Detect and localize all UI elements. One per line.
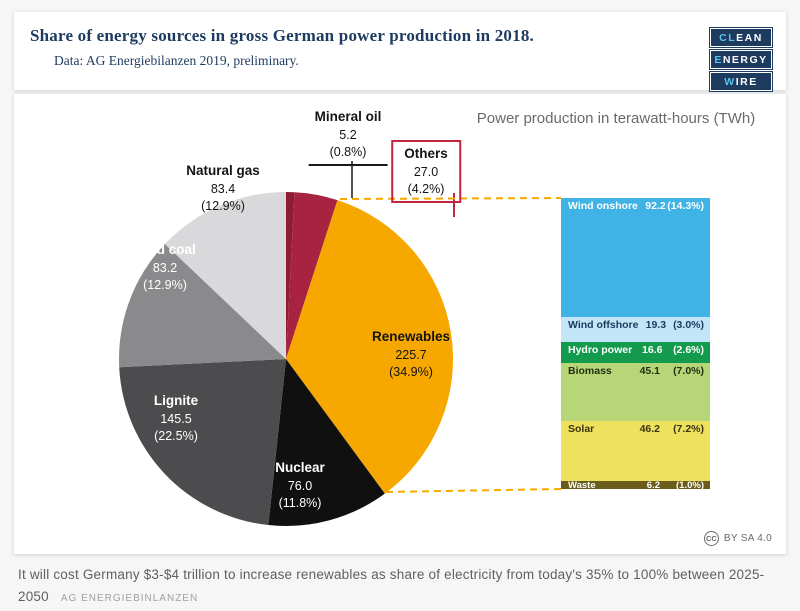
cc-icon: CC	[703, 531, 719, 546]
unit-label: Power production in terawatt-hours (TWh)	[476, 110, 756, 127]
clew-logo: CLEAN ENERGY WIRE	[709, 27, 773, 92]
logo-text: E	[714, 53, 723, 66]
slice-value: 145.5	[160, 411, 192, 426]
bar-segment-label: Solar 46.2 (7.2%)	[561, 421, 710, 436]
bar-segment-wind-onshore: Wind onshore 92.2 (14.3%)	[561, 198, 710, 317]
pie-slice-lignite	[119, 359, 287, 526]
chart-card: Power production in terawatt-hours (TWh)…	[14, 94, 786, 554]
pie-slice-mineral-oil	[286, 191, 295, 359]
seg-name: Wind onshore	[568, 200, 638, 212]
seg-val: 46.2	[639, 423, 660, 436]
bar-segment-label: Wind offshore 19.3 (3.0%)	[561, 317, 710, 332]
pie-slice-others	[286, 192, 338, 359]
seg-pct: (7.2%)	[673, 423, 704, 436]
logo-text: W	[724, 75, 736, 88]
slice-percent: (11.8%)	[278, 495, 322, 510]
logo-line-energy: ENERGY	[709, 49, 773, 70]
slice-name: Nuclear	[275, 460, 325, 475]
seg-name: Wind offshore	[568, 318, 639, 331]
slice-percent: (12.9%)	[143, 277, 187, 292]
pie-label-nuclear: Nuclear 76.0 (11.8%)	[275, 459, 325, 512]
caption-source: AG ENERGIEBINLANZEN	[60, 592, 199, 604]
slice-name: Hard coal	[134, 242, 196, 257]
slice-percent: (12.9%)	[201, 198, 245, 213]
page-subtitle: Data: AG Energiebilanzen 2019, prelimina…	[54, 53, 299, 68]
seg-val: 6.2	[646, 479, 660, 491]
slice-name: Others	[404, 146, 448, 161]
slice-name: Natural gas	[186, 163, 260, 178]
pie-label-natural-gas: Natural gas 83.4 (12.9%)	[186, 162, 260, 215]
logo-text: NERGY	[722, 53, 768, 66]
pie-label-mineral-oil: Mineral oil 5.2 (0.8%)	[308, 108, 388, 167]
caption-text: It will cost Germany $3-$4 trillion to i…	[18, 567, 765, 604]
pie-chart	[119, 161, 562, 526]
seg-name: Hydro power	[568, 343, 633, 356]
license-badge: CC BY SA 4.0	[703, 531, 772, 546]
slice-percent: (4.2%)	[407, 181, 445, 196]
pie-label-others: Others 27.0 (4.2%)	[391, 140, 461, 204]
bar-segment-label: Biomass 45.1 (7.0%)	[561, 363, 710, 378]
slice-name: Lignite	[153, 393, 199, 408]
license-text: BY SA 4.0	[723, 533, 772, 544]
bar-segment-solar: Solar 46.2 (7.2%)	[561, 421, 710, 481]
bar-segment-label: Hydro power 16.6 (2.6%)	[561, 342, 710, 357]
slice-percent: (0.8%)	[329, 144, 367, 159]
bar-segment-wind-offshore: Wind offshore 19.3 (3.0%)	[561, 316, 710, 342]
pie-slice-nuclear	[268, 359, 385, 526]
renewables-bar-connector-top	[339, 197, 562, 200]
logo-line-clean: CLEAN	[709, 27, 773, 48]
pie-label-renewables: Renewables 225.7 (34.9%)	[372, 328, 450, 381]
slice-value: 27.0	[413, 164, 439, 179]
bar-segment-hydro-power: Hydro power 16.6 (2.6%)	[561, 341, 710, 364]
logo-text: CL	[719, 31, 737, 44]
slice-value: 83.2	[152, 260, 178, 275]
slice-value: 76.0	[287, 478, 313, 493]
seg-pct: (1.0%)	[676, 479, 704, 491]
bar-segment-waste: Waste 6.2 (1.0%)	[561, 479, 710, 491]
header-titles: Share of energy sources in gross German …	[30, 26, 534, 90]
seg-val: 16.6	[641, 343, 663, 356]
pie-label-hard-coal: Hard coal 83.2 (12.9%)	[134, 241, 196, 294]
seg-pct: (14.3%)	[667, 200, 704, 212]
slice-percent: (34.9%)	[389, 364, 433, 379]
bar-segment-label: Wind onshore 92.2 (14.3%)	[561, 198, 710, 213]
slice-value: 225.7	[395, 347, 427, 362]
bar-segment-label: Waste 6.2 (1.0%)	[561, 479, 710, 491]
seg-val: 19.3	[645, 318, 667, 331]
slice-name: Mineral oil	[314, 109, 382, 124]
seg-val: 45.1	[639, 365, 660, 378]
renewables-breakdown-bar: Wind onshore 92.2 (14.3%) Wind offshore 19.3…	[561, 198, 710, 491]
seg-pct: (2.6%)	[673, 343, 704, 356]
seg-pct: (3.0%)	[673, 318, 704, 331]
slice-value: 83.4	[210, 181, 236, 196]
slice-name: Renewables	[371, 329, 451, 344]
pie-slice-renewables	[286, 200, 454, 494]
slice-value: 5.2	[339, 127, 357, 142]
pie-slices	[119, 191, 454, 526]
logo-line-wire: WIRE	[709, 71, 773, 92]
page-title: Share of energy sources in gross German …	[30, 26, 534, 45]
caption-area: It will cost Germany $3-$4 trillion to i…	[0, 560, 800, 607]
bar-segment-biomass: Biomass 45.1 (7.0%)	[561, 363, 710, 422]
seg-name: Waste	[568, 479, 596, 491]
slice-percent: (22.5%)	[154, 428, 198, 443]
seg-name: Solar	[568, 423, 595, 436]
seg-val: 92.2	[645, 200, 666, 212]
pie-slice-natural-gas	[164, 192, 286, 359]
header-card: Share of energy sources in gross German …	[14, 12, 786, 92]
renewables-bar-connector-bottom	[385, 488, 562, 493]
pie-label-lignite: Lignite 145.5 (22.5%)	[154, 392, 198, 445]
pie-slice-hard-coal	[119, 244, 286, 368]
seg-name: Biomass	[568, 365, 612, 378]
logo-text: IRE	[735, 75, 758, 88]
seg-pct: (7.0%)	[673, 365, 704, 378]
logo-text: EAN	[736, 31, 763, 44]
